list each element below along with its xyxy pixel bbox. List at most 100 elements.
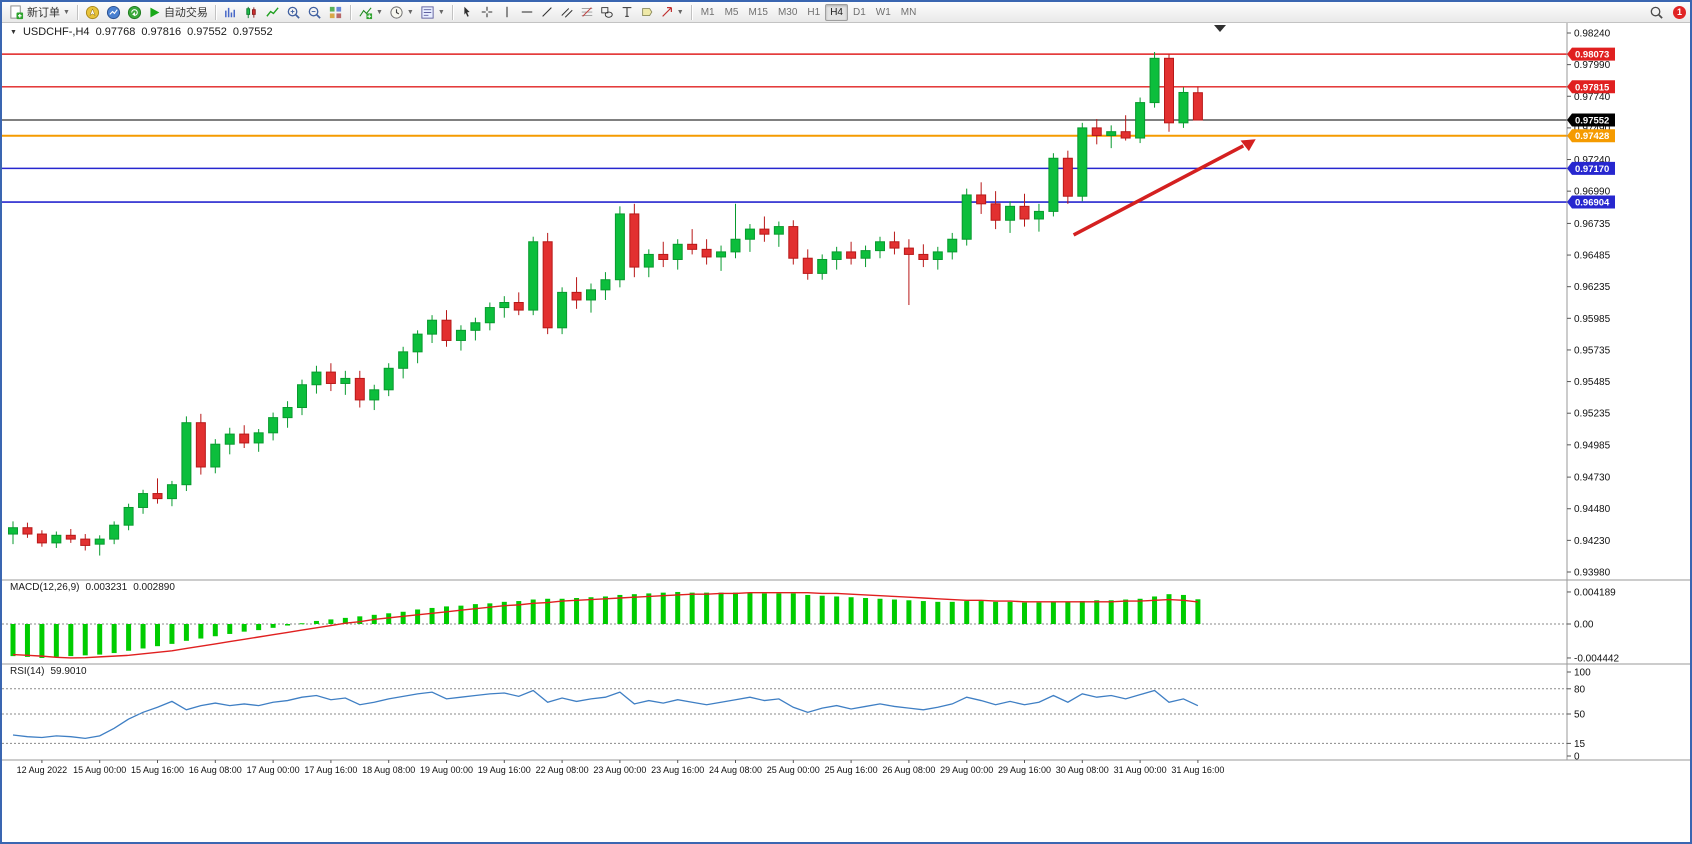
price-axis-group: 0.98240 0.97990 0.97740 0.97490 0.97240 0.969… xyxy=(1567,29,1611,579)
label-icon xyxy=(641,8,653,16)
wizard-button[interactable] xyxy=(82,3,103,22)
navigator-button[interactable] xyxy=(124,3,145,22)
candlestick-chart-icon xyxy=(246,6,256,18)
chevron-down-icon: ▼ xyxy=(406,8,414,16)
toolbar-separator xyxy=(76,4,78,20)
shapes-tool-button[interactable] xyxy=(597,3,617,22)
svg-text:0.98073: 0.98073 xyxy=(1575,50,1609,61)
fibonacci-icon xyxy=(581,7,592,17)
crosshair-tool-button[interactable] xyxy=(477,3,497,22)
trendline-tool-button[interactable] xyxy=(537,3,557,22)
timeframe-mn-button[interactable]: MN xyxy=(900,6,917,18)
timeframe-d1-button[interactable]: D1 xyxy=(853,6,866,18)
ohlc-open: 0.97768 xyxy=(95,26,136,38)
macd-indicator-label: MACD(12,26,9) 0.003231 0.002890 xyxy=(10,582,175,593)
timeframe-h4-button[interactable]: H4 xyxy=(825,3,848,21)
ohlc-low: 0.97552 xyxy=(187,26,227,38)
channel-tool-button[interactable] xyxy=(557,3,577,22)
periods-button[interactable]: ▼ xyxy=(386,3,417,22)
svg-text:12 Aug 2022: 12 Aug 2022 xyxy=(17,765,68,775)
timeframe-m1-button[interactable]: M1 xyxy=(700,6,715,18)
candlestick-chart-button[interactable] xyxy=(241,3,262,22)
channel-icon xyxy=(561,8,573,18)
fibonacci-tool-button[interactable] xyxy=(577,3,597,22)
indicators-button[interactable]: ▼ xyxy=(355,3,386,22)
svg-text:100: 100 xyxy=(1574,668,1591,679)
arrows-icon xyxy=(661,7,672,17)
navigator-icon xyxy=(127,5,141,19)
line-chart-button[interactable] xyxy=(262,3,283,22)
svg-text:0.96735: 0.96735 xyxy=(1574,219,1611,230)
notification-badge[interactable]: 1 xyxy=(1673,5,1686,19)
price-label-boxes-group: 0.98073 0.97815 0.97552 0.97428 0.97170 0.969… xyxy=(1567,47,1615,209)
svg-text:29 Aug 16:00: 29 Aug 16:00 xyxy=(998,765,1051,775)
timeframe-h1-button[interactable]: H1 xyxy=(807,6,821,18)
svg-text:0.00: 0.00 xyxy=(1574,620,1594,631)
candles-group xyxy=(8,51,1203,556)
text-tool-button[interactable] xyxy=(617,3,637,22)
svg-text:50: 50 xyxy=(1574,710,1586,721)
svg-text:15 Aug 16:00: 15 Aug 16:00 xyxy=(131,765,184,775)
zoom-out-button[interactable] xyxy=(304,3,325,22)
svg-text:30 Aug 08:00: 30 Aug 08:00 xyxy=(1056,765,1109,775)
ohlc-close: 0.97552 xyxy=(232,26,273,38)
tile-windows-button[interactable] xyxy=(325,3,346,22)
svg-text:17 Aug 16:00: 17 Aug 16:00 xyxy=(304,765,357,775)
time-axis-group: 12 Aug 2022 15 Aug 00:00 15 Aug 16:00 16 Au… xyxy=(17,760,1224,775)
timeframe-m15-button[interactable]: M15 xyxy=(748,6,768,18)
svg-text:0.97815: 0.97815 xyxy=(1575,82,1610,93)
svg-text:26 Aug 08:00: 26 Aug 08:00 xyxy=(882,765,935,775)
new-order-button[interactable]: 新订单 ▼ xyxy=(6,3,73,22)
svg-text:-0.004442: -0.004442 xyxy=(1574,653,1619,664)
svg-text:0.97240: 0.97240 xyxy=(1574,155,1611,166)
market-watch-button[interactable] xyxy=(103,3,124,22)
crosshair-icon xyxy=(481,6,492,18)
arrows-tool-button[interactable]: ▼ xyxy=(657,3,687,22)
search-button[interactable] xyxy=(1646,3,1667,22)
label-tool-button[interactable] xyxy=(637,3,657,22)
svg-text:0.97170: 0.97170 xyxy=(1575,164,1609,175)
templates-button[interactable]: ▼ xyxy=(417,3,448,22)
svg-text:0.004189: 0.004189 xyxy=(1574,587,1616,598)
svg-text:17 Aug 00:00: 17 Aug 00:00 xyxy=(247,765,300,775)
svg-text:22 Aug 08:00: 22 Aug 08:00 xyxy=(536,765,589,775)
cursor-tool-button[interactable] xyxy=(457,3,477,22)
axis-frame-group xyxy=(2,22,1690,761)
timeframe-w1-button[interactable]: W1 xyxy=(875,6,891,18)
rsi-name: RSI(14) xyxy=(10,666,45,677)
timeframe-m5-button[interactable]: M5 xyxy=(724,6,739,18)
svg-text:0.97552: 0.97552 xyxy=(1575,116,1609,127)
toolbar-separator xyxy=(349,4,351,20)
horizontal-line-tool-button[interactable] xyxy=(517,3,537,22)
svg-text:24 Aug 08:00: 24 Aug 08:00 xyxy=(709,765,762,775)
svg-text:0.97428: 0.97428 xyxy=(1575,131,1609,142)
shapes-icon xyxy=(601,7,613,18)
chart-shift-marker xyxy=(1214,25,1226,32)
bar-chart-button[interactable] xyxy=(220,3,241,22)
svg-text:19 Aug 00:00: 19 Aug 00:00 xyxy=(420,765,473,775)
collapse-triangle-icon[interactable]: ▼ xyxy=(10,28,17,36)
line-chart-icon xyxy=(266,6,279,17)
svg-text:0.97990: 0.97990 xyxy=(1574,60,1611,71)
svg-text:0.95485: 0.95485 xyxy=(1574,377,1611,388)
autotrade-play-icon xyxy=(150,7,160,17)
svg-text:23 Aug 16:00: 23 Aug 16:00 xyxy=(651,765,704,775)
svg-text:0.97490: 0.97490 xyxy=(1574,123,1611,134)
chevron-down-icon: ▼ xyxy=(375,8,383,16)
price-lines-group xyxy=(2,53,1567,203)
macd-panel-group: 0.004189 0.00 -0.004442 xyxy=(2,587,1619,664)
zoom-in-button[interactable] xyxy=(283,3,304,22)
vertical-line-tool-button[interactable] xyxy=(497,3,517,22)
new-order-label: 新订单 xyxy=(27,7,60,19)
svg-text:0.96485: 0.96485 xyxy=(1574,251,1611,262)
svg-text:0.96904: 0.96904 xyxy=(1575,198,1610,209)
svg-text:0.94730: 0.94730 xyxy=(1574,473,1611,484)
autotrade-button[interactable]: 自动交易 xyxy=(145,3,211,22)
macd-name: MACD(12,26,9) xyxy=(10,582,80,593)
svg-text:0.96235: 0.96235 xyxy=(1574,282,1611,293)
rsi-value: 59.9010 xyxy=(50,666,87,677)
templates-icon xyxy=(421,5,434,19)
timeframe-m30-button[interactable]: M30 xyxy=(777,6,798,18)
macd-value-main: 0.003231 xyxy=(85,582,128,593)
